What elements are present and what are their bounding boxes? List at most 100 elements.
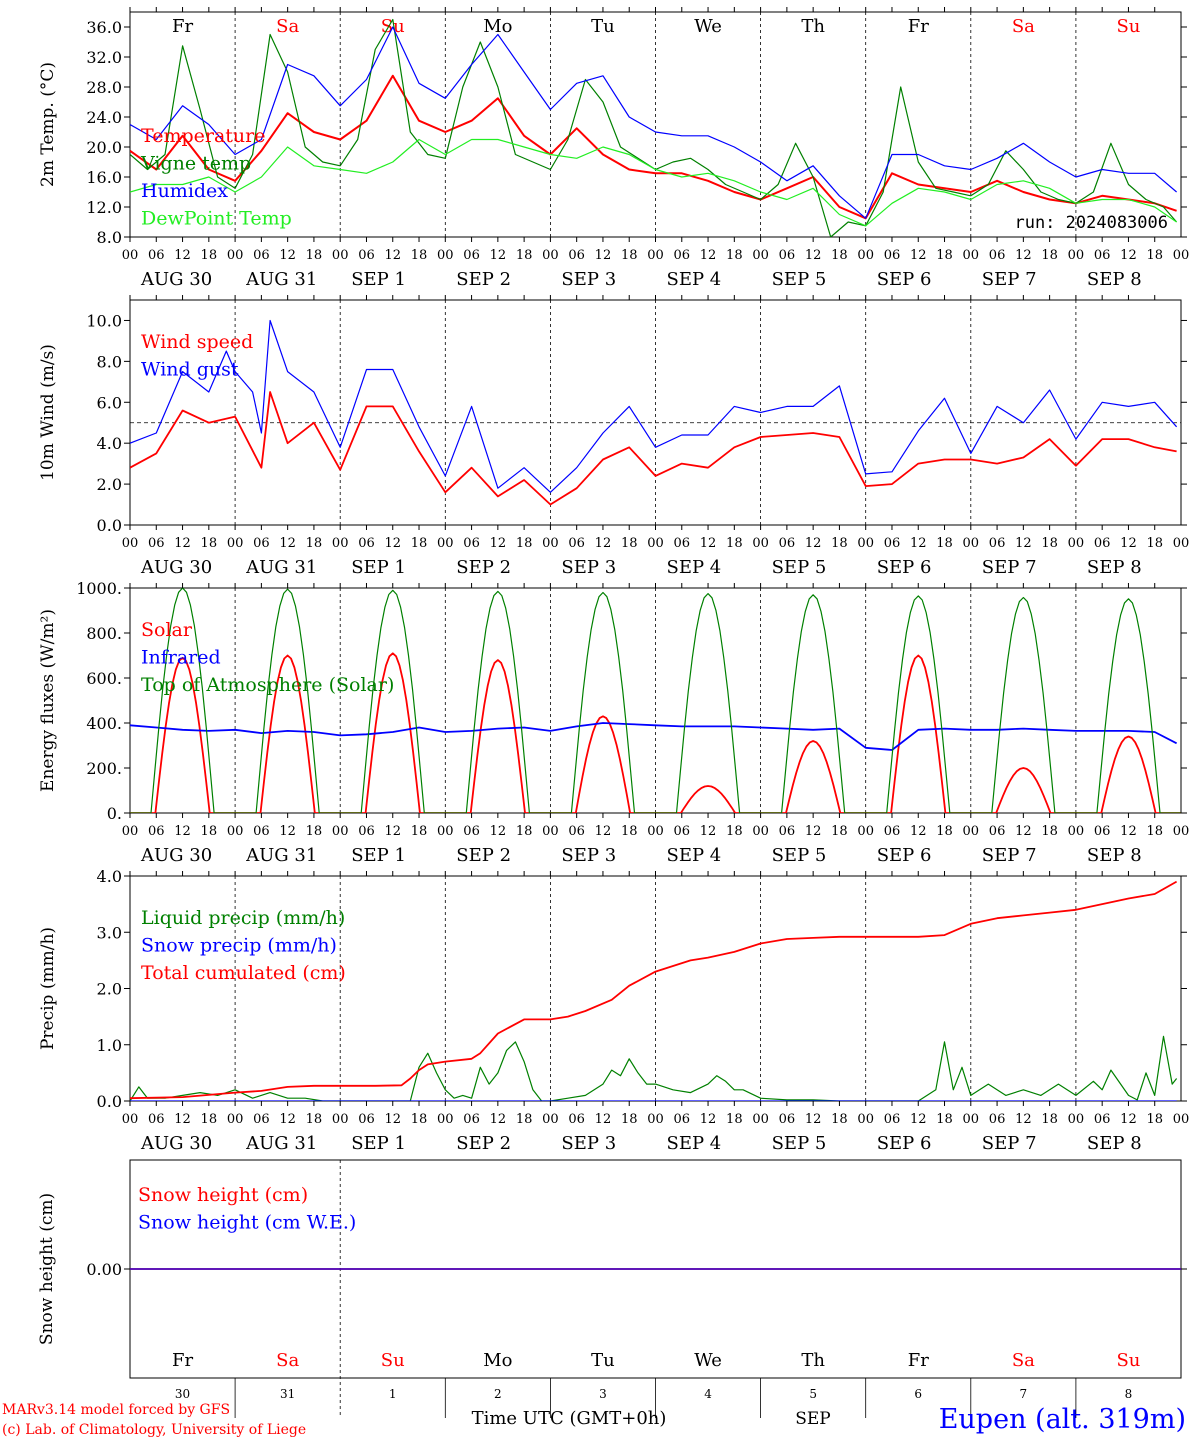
hour-tick-label: 00 — [752, 248, 769, 263]
date-label: SEP 6 — [877, 1133, 932, 1154]
hour-tick-label: 00 — [122, 1112, 139, 1127]
weekday-label: Su — [1116, 16, 1140, 37]
y-tick-label: 800. — [86, 624, 122, 643]
run-label: run: 2024083006 — [1014, 213, 1168, 233]
hour-tick-label: 06 — [463, 248, 480, 263]
hour-tick-label: 18 — [936, 824, 953, 839]
series-line-wind-speed — [130, 391, 1177, 506]
date-label: SEP 6 — [877, 557, 932, 578]
legend-entry: Wind gust — [141, 359, 239, 381]
legend-entry: Snow precip (mm/h) — [141, 935, 337, 957]
weekday-label: Tu — [591, 1350, 615, 1371]
hour-tick-label: 00 — [542, 248, 559, 263]
hour-tick-label: 00 — [437, 536, 454, 551]
month-label: SEP — [795, 1409, 831, 1429]
hour-tick-label: 00 — [647, 248, 664, 263]
hour-tick-label: 12 — [1015, 1112, 1032, 1127]
hour-tick-label: 18 — [831, 536, 848, 551]
series-line-humidex — [130, 26, 1177, 219]
legend-entry: Humidex — [141, 180, 228, 202]
legend-entry: Vigne temp — [140, 153, 251, 175]
weekday-label: Sa — [1012, 16, 1035, 37]
hour-tick-label: 06 — [779, 1112, 796, 1127]
hour-tick-label: 06 — [779, 248, 796, 263]
hour-tick-label: 12 — [1015, 824, 1032, 839]
weekday-label: Su — [381, 1350, 405, 1371]
legend-entry: Snow height (cm) — [138, 1184, 308, 1206]
hour-tick-label: 12 — [1120, 824, 1137, 839]
hour-tick-label: 12 — [490, 536, 507, 551]
weekday-label: Mo — [483, 1350, 512, 1371]
date-label: AUG 30 — [140, 269, 212, 290]
hour-tick-label: 12 — [174, 536, 191, 551]
y-axis-label: 2m Temp. (°C) — [38, 62, 58, 187]
date-label: AUG 30 — [140, 557, 212, 578]
weekday-label: Fr — [908, 1350, 929, 1371]
hour-tick-label: 18 — [516, 1112, 533, 1127]
y-tick-label: 3.0 — [97, 923, 122, 942]
hour-tick-label: 18 — [831, 1112, 848, 1127]
y-tick-label: 0.0 — [97, 516, 122, 535]
hour-tick-label: 18 — [411, 824, 428, 839]
hour-tick-label: 18 — [1041, 1112, 1058, 1127]
y-tick-label: 0. — [107, 804, 122, 823]
date-label: SEP 8 — [1087, 557, 1142, 578]
hour-tick-label: 00 — [1173, 536, 1190, 551]
series-line-dewpoint-temp — [130, 138, 1177, 227]
hour-tick-label: 06 — [989, 248, 1006, 263]
y-tick-label: 6.0 — [97, 393, 122, 412]
date-label: SEP 5 — [772, 1133, 827, 1154]
weekday-label: Mo — [483, 16, 512, 37]
y-tick-label: 1.0 — [97, 1036, 122, 1055]
hour-tick-label: 00 — [963, 536, 980, 551]
hour-tick-label: 00 — [857, 248, 874, 263]
hour-tick-label: 00 — [227, 1112, 244, 1127]
hour-tick-label: 12 — [174, 248, 191, 263]
hour-tick-label: 12 — [910, 536, 927, 551]
series-group — [130, 880, 1178, 1101]
hour-tick-label: 18 — [726, 824, 743, 839]
hour-tick-label: 12 — [279, 824, 296, 839]
hour-tick-label: 00 — [542, 1112, 559, 1127]
hour-tick-label: 12 — [700, 824, 717, 839]
hour-tick-label: 18 — [621, 536, 638, 551]
hour-tick-label: 12 — [1120, 536, 1137, 551]
hour-tick-label: 18 — [411, 248, 428, 263]
hour-tick-label: 00 — [752, 1112, 769, 1127]
hour-tick-label: 00 — [963, 248, 980, 263]
hour-tick-label: 12 — [1015, 536, 1032, 551]
hour-tick-label: 12 — [700, 1112, 717, 1127]
station-label: Eupen (alt. 319m) — [939, 1404, 1186, 1435]
hour-tick-label: 18 — [411, 536, 428, 551]
hour-tick-label: 12 — [279, 536, 296, 551]
hour-tick-label: 00 — [437, 824, 454, 839]
hour-tick-label: 18 — [726, 536, 743, 551]
hour-tick-label: 12 — [910, 1112, 927, 1127]
hour-tick-label: 06 — [148, 248, 165, 263]
hour-tick-label: 12 — [805, 824, 822, 839]
hour-tick-label: 06 — [674, 248, 691, 263]
day-number-label: 30 — [175, 1387, 190, 1401]
day-number-label: 2 — [494, 1387, 502, 1401]
date-label: AUG 30 — [140, 1133, 212, 1154]
weekday-label: Fr — [172, 16, 193, 37]
hour-tick-label: 18 — [306, 248, 323, 263]
hour-tick-label: 12 — [700, 248, 717, 263]
panel-energy: 0. 200. 400. 600. 800. 1000. Energy fluxes (W/… — [38, 579, 1189, 866]
hour-tick-label: 00 — [1068, 1112, 1085, 1127]
series-line-solar — [130, 652, 1181, 813]
date-label: AUG 30 — [140, 845, 212, 866]
hour-tick-label: 18 — [621, 824, 638, 839]
hour-tick-label: 06 — [253, 248, 270, 263]
hour-tick-label: 18 — [201, 824, 218, 839]
hour-tick-label: 12 — [595, 248, 612, 263]
hour-tick-label: 12 — [279, 1112, 296, 1127]
hour-tick-label: 18 — [516, 248, 533, 263]
series-line-infrared — [130, 722, 1178, 751]
hour-tick-label: 00 — [1068, 536, 1085, 551]
hour-tick-label: 06 — [884, 1112, 901, 1127]
legend-entry: DewPoint Temp — [141, 208, 292, 230]
y-tick-label: 8.0 — [97, 352, 122, 371]
date-label: SEP 2 — [456, 557, 511, 578]
date-label: SEP 1 — [351, 557, 406, 578]
